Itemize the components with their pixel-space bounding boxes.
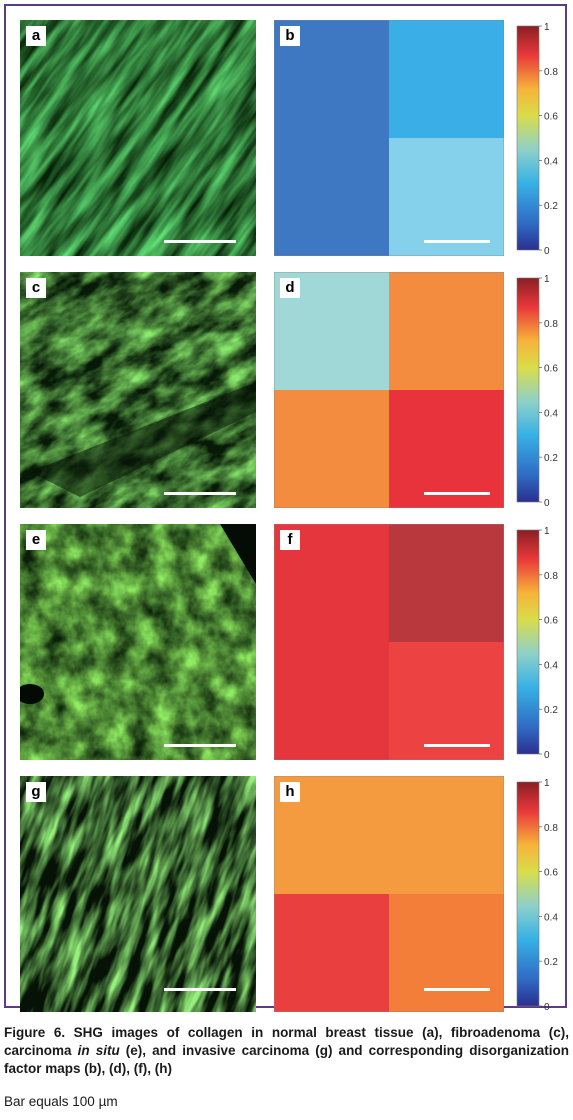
disorganization-map: d xyxy=(274,272,504,508)
colorbar-tick-label: 0.8 xyxy=(544,823,558,834)
map-cell xyxy=(389,894,504,1012)
scale-bar xyxy=(164,744,236,747)
colorbar-tick-label: 0 xyxy=(544,246,550,256)
colorbar-tick-label: 0.4 xyxy=(544,912,558,923)
panel-label: a xyxy=(26,26,46,46)
scale-bar xyxy=(164,988,236,991)
colorbar-gradient xyxy=(516,25,540,251)
colorbar-tick-label: 0.6 xyxy=(544,364,558,375)
scale-bar xyxy=(424,744,490,747)
map-cell xyxy=(389,524,504,642)
disorganization-map: b xyxy=(274,20,504,256)
scale-bar xyxy=(164,240,236,243)
shg-image-normal: a xyxy=(20,20,256,256)
scale-bar xyxy=(164,492,236,495)
scale-bar-note: Bar equals 100 µm xyxy=(4,1094,118,1109)
disorganization-map: h xyxy=(274,776,504,1012)
colorbar-tick-label: 0.8 xyxy=(544,319,558,330)
scale-bar xyxy=(424,492,490,495)
colorbar: 0 0.2 0.4 0.6 0.8 1 xyxy=(514,272,564,509)
figure-caption: Figure 6. SHG images of collagen in norm… xyxy=(4,1024,569,1078)
colorbar-gradient xyxy=(516,781,540,1007)
scale-bar xyxy=(424,240,490,243)
map-cell xyxy=(274,894,389,1012)
panel-label: f xyxy=(280,530,300,550)
caption-italic: in situ xyxy=(77,1043,120,1058)
colorbar: 0 0.2 0.4 0.6 0.8 1 xyxy=(514,20,564,257)
colorbar-tick-label: 0.4 xyxy=(544,408,558,419)
colorbar-gradient xyxy=(516,277,540,503)
map-cell xyxy=(389,390,504,508)
colorbar-tick-label: 0.6 xyxy=(544,868,558,879)
map-cell xyxy=(389,20,504,138)
colorbar-tick-label: 0.2 xyxy=(544,705,558,716)
disorganization-map: f xyxy=(274,524,504,760)
colorbar-tick-label: 0.2 xyxy=(544,201,558,212)
figure-row-1: a b 0 0.2 0.4 0.6 0.8 1 xyxy=(6,6,569,257)
scale-bar xyxy=(424,988,490,991)
colorbar-tick-label: 0.4 xyxy=(544,660,558,671)
colorbar-tick-label: 1 xyxy=(544,778,550,789)
panel-label: b xyxy=(280,26,300,46)
panel-label: h xyxy=(280,782,300,802)
colorbar-tick-label: 0.6 xyxy=(544,112,558,123)
colorbar-tick-label: 1 xyxy=(544,22,550,33)
colorbar: 0 0.2 0.4 0.6 0.8 1 xyxy=(514,524,564,761)
map-cell xyxy=(389,776,504,894)
colorbar-tick-label: 0.4 xyxy=(544,156,558,167)
map-cell xyxy=(274,138,389,256)
figure-row-2: c d 0 0.2 0.4 0.6 0.8 1 xyxy=(6,258,569,509)
colorbar-tick-label: 1 xyxy=(544,526,550,537)
map-cell xyxy=(274,642,389,760)
figure-frame: a b 0 0.2 0.4 0.6 0.8 1 xyxy=(4,4,569,1013)
shg-image-invasive-carcinoma: g xyxy=(20,776,256,1012)
caption-tail: (e), and invasive carcinoma (g) and corr… xyxy=(4,1043,569,1076)
colorbar-tick-label: 0.6 xyxy=(544,616,558,627)
map-cell xyxy=(389,642,504,760)
map-cell xyxy=(274,390,389,508)
map-cell xyxy=(389,138,504,256)
panel-label: g xyxy=(26,782,46,802)
colorbar-tick-label: 0 xyxy=(544,1002,550,1012)
colorbar-tick-label: 0.2 xyxy=(544,453,558,464)
colorbar-tick-label: 0.8 xyxy=(544,67,558,78)
panel-label: c xyxy=(26,278,46,298)
colorbar-gradient xyxy=(516,529,540,755)
shg-image-carcinoma-in-situ: e xyxy=(20,524,256,760)
colorbar-tick-label: 0.2 xyxy=(544,957,558,968)
figure-row-4: g h 0 0.2 0.4 0.6 0.8 1 xyxy=(6,762,569,1013)
colorbar-tick-label: 0.8 xyxy=(544,571,558,582)
panel-label: e xyxy=(26,530,46,550)
figure-row-3: e f 0 0.2 0.4 0.6 0.8 1 xyxy=(6,510,569,761)
panel-label: d xyxy=(280,278,300,298)
colorbar-tick-label: 0 xyxy=(544,498,550,508)
colorbar: 0 0.2 0.4 0.6 0.8 1 xyxy=(514,776,564,1013)
colorbar-tick-label: 0 xyxy=(544,750,550,760)
colorbar-tick-label: 1 xyxy=(544,274,550,285)
caption-lead: Figure 6. SHG images of collagen in norm… xyxy=(4,1025,569,1058)
map-cell xyxy=(389,272,504,390)
shg-image-fibroadenoma: c xyxy=(20,272,256,508)
